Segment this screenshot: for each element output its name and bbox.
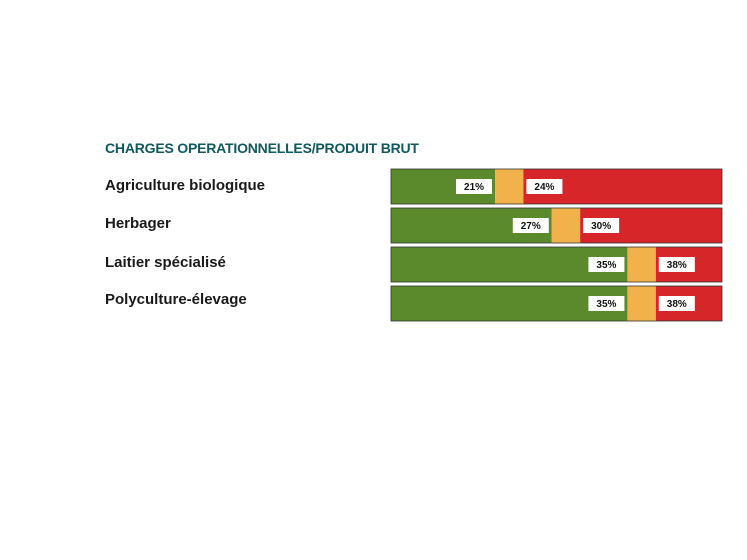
label-box-upper-polyculture-elevage (658, 296, 695, 311)
bar-threshold-laitier-specialise (627, 247, 656, 282)
row-label-herbager: Herbager (105, 215, 171, 232)
row-label-agriculture-biologique: Agriculture biologique (105, 177, 265, 194)
label-box-upper-herbager (583, 218, 620, 233)
data-label-lower-herbager: 27% (521, 221, 541, 232)
data-label-upper-agriculture-biologique: 24% (534, 182, 554, 193)
label-box-lower-herbager (512, 218, 549, 233)
label-box-upper-agriculture-biologique (526, 179, 563, 194)
bar-outline-laitier-specialise (390, 246, 723, 283)
data-label-upper-herbager: 30% (591, 221, 611, 232)
data-label-lower-agriculture-biologique: 21% (464, 182, 484, 193)
bar-green-polyculture-elevage (391, 286, 628, 321)
bar-green-laitier-specialise (391, 247, 628, 282)
bar-outline-herbager (390, 207, 723, 244)
data-label-lower-polyculture-elevage: 35% (596, 299, 616, 310)
data-label-upper-polyculture-elevage: 38% (667, 299, 687, 310)
bar-threshold-polyculture-elevage (627, 286, 656, 321)
label-box-lower-agriculture-biologique (456, 179, 493, 194)
bar-threshold-herbager (551, 208, 581, 243)
data-label-lower-laitier-specialise: 35% (596, 260, 616, 271)
bar-outline-agriculture-biologique (390, 168, 723, 205)
chart-title: CHARGES OPERATIONNELLES/PRODUIT BRUT (105, 140, 419, 156)
label-box-lower-polyculture-elevage (588, 296, 625, 311)
bar-threshold-agriculture-biologique (495, 169, 524, 204)
data-label-upper-laitier-specialise: 38% (667, 260, 687, 271)
row-label-polyculture-elevage: Polyculture-élevage (105, 291, 247, 308)
row-label-laitier-specialise: Laitier spécialisé (105, 254, 226, 271)
bar-outline-polyculture-elevage (390, 285, 723, 322)
label-box-upper-laitier-specialise (658, 257, 695, 272)
label-box-lower-laitier-specialise (588, 257, 625, 272)
